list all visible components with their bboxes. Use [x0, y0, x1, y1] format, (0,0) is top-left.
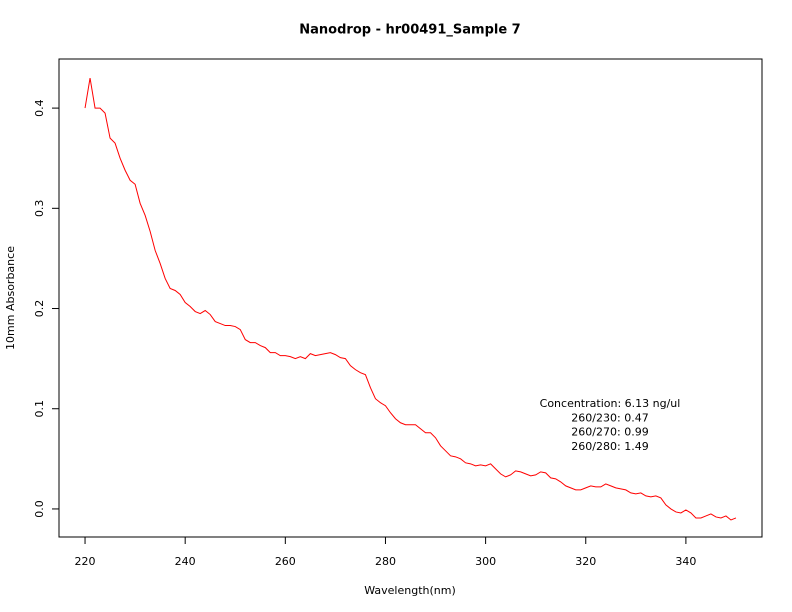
annotation: 260/270: 0.99: [571, 426, 648, 439]
annotation: Concentration: 6.13 ng/ul: [540, 397, 681, 410]
x-tick-label: 280: [375, 555, 396, 568]
x-tick-label: 320: [575, 555, 596, 568]
x-axis-label: Wavelength(nm): [364, 584, 456, 597]
annotation: 260/280: 1.49: [571, 440, 648, 453]
y-tick-label: 0.4: [33, 99, 46, 117]
y-tick-label: 0.0: [33, 500, 46, 517]
chart-title: Nanodrop - hr00491_Sample 7: [299, 23, 520, 38]
x-tick-label: 260: [275, 555, 296, 568]
y-tick-label: 0.2: [33, 300, 46, 318]
y-axis-label: 10mm Absorbance: [4, 246, 17, 350]
data-line: [84, 77, 737, 521]
annotation: 260/230: 0.47: [571, 411, 648, 424]
y-tick-label: 0.3: [33, 200, 46, 218]
x-tick-label: 220: [75, 555, 96, 568]
x-tick-label: 300: [475, 555, 496, 568]
x-tick-label: 240: [175, 555, 196, 568]
x-tick-label: 340: [675, 555, 696, 568]
plot-frame: [58, 58, 763, 538]
y-tick-label: 0.1: [33, 400, 46, 418]
